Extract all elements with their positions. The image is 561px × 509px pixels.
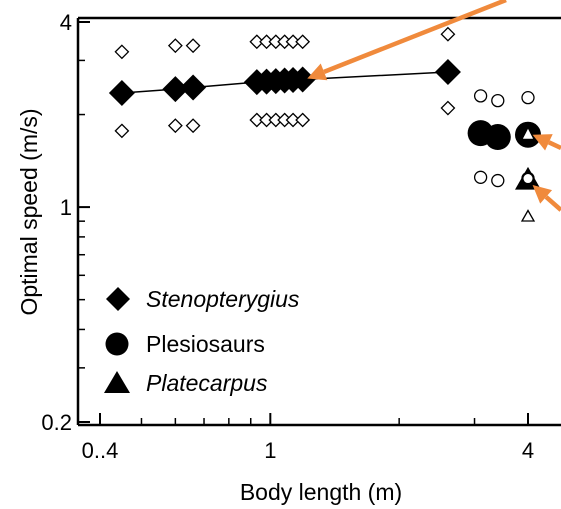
legend-label-plesiosaurs: Plesiosaurs (146, 331, 265, 357)
upper-estimate-point (492, 95, 504, 107)
legend-circle-marker (106, 333, 129, 356)
x-tick-label: 1 (264, 438, 276, 463)
x-tick-label: 0..4 (82, 438, 119, 463)
inner-circle-marker (524, 174, 533, 183)
data-point (485, 124, 511, 150)
y-tick-label: 4 (60, 10, 72, 35)
x-axis-label: Body length (m) (240, 479, 402, 505)
y-axis-label: Optimal speed (m/s) (16, 108, 42, 315)
lower-estimate-point (475, 171, 487, 183)
legend-label-platecarpus: Platecarpus (146, 370, 268, 396)
x-tick-label: 4 (522, 438, 534, 463)
y-tick-label: 1 (60, 195, 72, 220)
upper-estimate-point (475, 90, 487, 102)
upper-estimate-point (522, 92, 534, 104)
y-tick-label: 0.2 (41, 410, 72, 435)
legend-label-stenopterygius: Stenopterygius (146, 286, 300, 312)
lower-estimate-point (492, 175, 504, 187)
